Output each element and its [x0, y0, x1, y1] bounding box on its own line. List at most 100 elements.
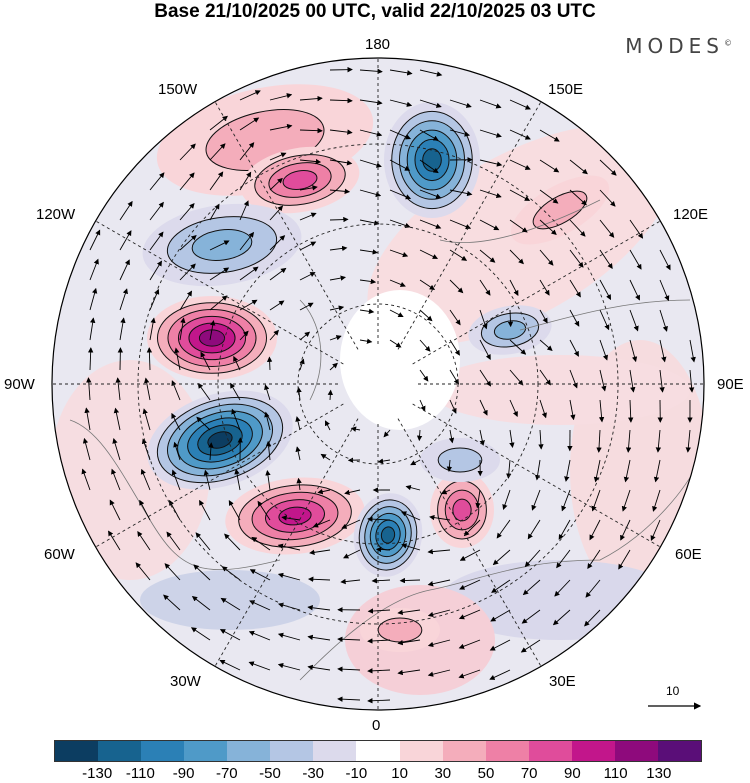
wind-vector — [299, 272, 316, 281]
wind-vector — [629, 249, 642, 270]
wind-vector — [524, 549, 541, 568]
wind-vector — [479, 279, 491, 296]
wind-vector — [596, 429, 602, 453]
wind-vector — [659, 309, 668, 332]
wind-vector — [449, 249, 468, 261]
wind-vector — [419, 339, 431, 352]
weak-positive-zone-w — [52, 360, 210, 580]
wind-vector — [239, 117, 260, 131]
wind-vector — [629, 369, 636, 393]
wind-vector — [367, 638, 391, 644]
wind-vector — [389, 249, 409, 258]
wind-vector — [295, 416, 301, 431]
wind-vector — [329, 305, 345, 311]
wind-vector — [119, 317, 126, 341]
wind-vector — [249, 600, 271, 611]
wind-vector — [179, 172, 195, 191]
wind-vector — [389, 279, 406, 287]
wind-vector — [264, 384, 271, 401]
wind-vector — [191, 595, 211, 611]
wind-vector — [419, 399, 426, 412]
wind-vector — [209, 267, 230, 281]
wind-vector — [448, 429, 455, 444]
wind-vector — [179, 234, 197, 251]
wind-vector — [531, 489, 541, 511]
wind-vector — [343, 549, 361, 559]
wind-vector — [239, 142, 255, 161]
wind-vector — [82, 437, 91, 461]
wind-vector — [561, 489, 571, 512]
colorbar-segment — [313, 741, 357, 761]
wind-vector — [179, 143, 196, 161]
wind-vector — [599, 159, 617, 176]
wind-vector — [459, 579, 481, 590]
wind-vector — [164, 563, 181, 581]
wind-vector — [427, 669, 451, 677]
wind-vector — [277, 632, 301, 641]
wind-vector — [299, 302, 314, 311]
wind-vector — [569, 369, 578, 389]
wind-vector — [269, 267, 287, 281]
wind-vector — [193, 564, 211, 581]
wind-vector — [209, 295, 228, 311]
wind-vector — [179, 290, 193, 311]
wind-vector — [539, 399, 547, 419]
wind-vector — [419, 279, 436, 291]
wind-vector — [569, 279, 581, 298]
colorbar-tick-label: -50 — [259, 765, 281, 782]
coastline-eurasia — [299, 459, 701, 681]
lon-label-90w: 90W — [4, 376, 35, 393]
wind-vector — [397, 669, 421, 676]
colorbar-tick-label: 10 — [391, 765, 408, 782]
lon-label-120w: 120W — [36, 206, 76, 223]
wind-vector — [650, 519, 661, 542]
wind-vector — [659, 369, 665, 393]
wind-vector — [234, 468, 241, 491]
wind-vector — [419, 249, 439, 259]
wind-vector — [598, 399, 605, 423]
wind-vector — [397, 609, 421, 616]
wind-vector — [427, 579, 451, 587]
wind-vector — [149, 260, 162, 281]
wind-vector — [509, 249, 524, 265]
wind-vector — [329, 362, 338, 371]
wind-vector — [140, 468, 151, 491]
wind-vector — [377, 458, 391, 464]
colorbar-segment — [356, 741, 400, 761]
wind-vector — [589, 519, 601, 541]
wind-vector — [479, 189, 502, 199]
colorbar-tick-label: 130 — [646, 765, 672, 782]
wind-vector — [419, 69, 443, 77]
wind-vector — [479, 99, 502, 109]
wind-vector — [389, 129, 412, 140]
lon-label-150e: 150E — [548, 81, 584, 98]
wind-vector — [209, 240, 230, 251]
wind-vector — [112, 438, 121, 461]
wind-vector — [389, 159, 411, 171]
wind-vector — [359, 249, 378, 255]
wind-vector — [458, 669, 481, 679]
wind-vector — [367, 698, 391, 704]
wind-vector — [299, 95, 323, 102]
wind-vector — [149, 172, 165, 191]
wind-vector — [449, 309, 461, 326]
wind-vector — [142, 408, 151, 431]
wind-vector — [173, 441, 181, 461]
colorbar — [54, 740, 702, 762]
wind-vector — [389, 189, 412, 200]
wind-vector — [539, 249, 554, 266]
wind-vector — [269, 329, 279, 341]
wind-vector — [299, 212, 317, 221]
colorbar-segment — [184, 741, 228, 761]
wind-vector — [109, 499, 121, 521]
wind-vector — [367, 516, 391, 522]
wind-vector — [317, 488, 331, 495]
colorbar-segment — [227, 741, 271, 761]
anomaly-cell-asia-weak-low — [437, 447, 483, 473]
wind-vector — [200, 351, 211, 371]
wind-vector — [479, 249, 496, 263]
wind-vector — [239, 231, 255, 251]
brand-mark: © — [724, 38, 732, 48]
wind-vector — [490, 609, 511, 622]
wind-vector — [419, 219, 442, 229]
